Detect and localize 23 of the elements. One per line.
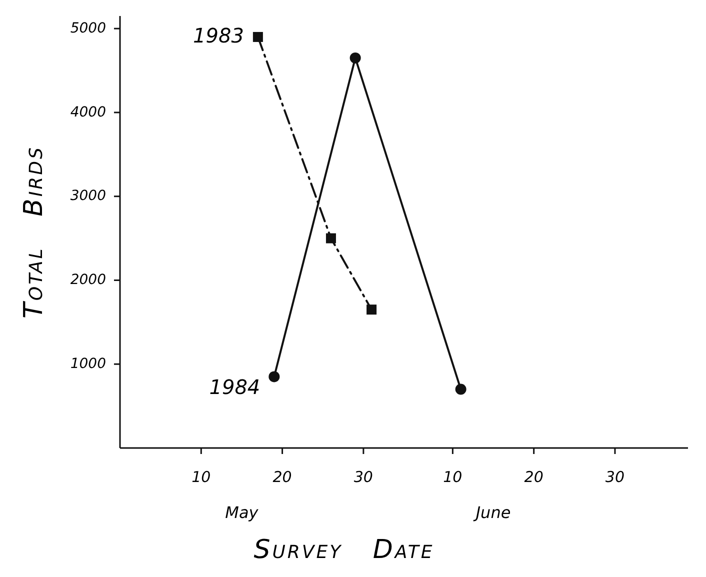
y-tick-label: 2000 bbox=[70, 272, 106, 288]
text: May bbox=[225, 503, 259, 522]
x-tick-label: 20 bbox=[272, 468, 292, 486]
x-tick-label: 10 bbox=[192, 468, 211, 486]
y-tick-label: 5000 bbox=[70, 20, 106, 36]
point bbox=[455, 384, 466, 395]
y-tick-label: 1000 bbox=[70, 356, 106, 372]
x-axis-title: Survey Date bbox=[254, 535, 434, 565]
point bbox=[366, 304, 377, 315]
x-tick-label: 10 bbox=[443, 468, 462, 486]
y-tick-label: 4000 bbox=[70, 104, 106, 120]
y-tick-label: 3000 bbox=[70, 188, 106, 204]
x-tick-label: 20 bbox=[524, 468, 544, 486]
point bbox=[268, 371, 280, 382]
series-label: 1984 bbox=[209, 375, 260, 400]
series-label: 1983 bbox=[193, 23, 244, 48]
point bbox=[326, 233, 336, 244]
x-tick-label: 30 bbox=[354, 468, 373, 486]
y-axis-title: Total Birds bbox=[19, 146, 49, 318]
point bbox=[350, 52, 361, 64]
text: June bbox=[472, 503, 511, 522]
point bbox=[252, 32, 263, 42]
x-tick-label: 30 bbox=[605, 468, 625, 486]
